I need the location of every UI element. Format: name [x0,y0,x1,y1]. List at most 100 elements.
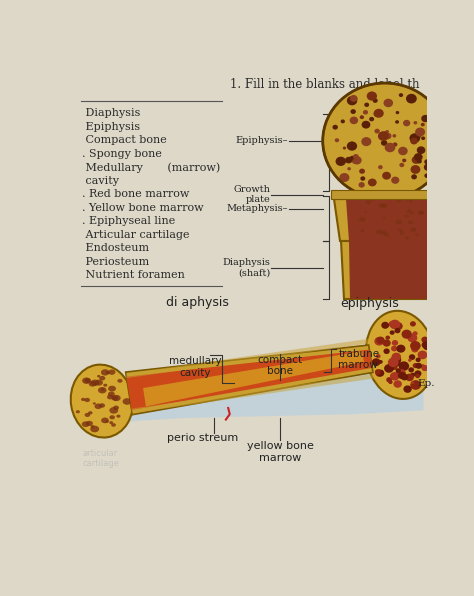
Text: perio streum: perio streum [167,433,238,443]
Ellipse shape [396,369,406,378]
Ellipse shape [376,229,383,234]
Text: Metaphysis–: Metaphysis– [227,204,288,213]
Ellipse shape [93,402,96,405]
Ellipse shape [410,227,416,232]
Ellipse shape [352,156,362,164]
Ellipse shape [424,173,429,178]
Ellipse shape [430,140,435,145]
Text: . Yellow bone marrow: . Yellow bone marrow [82,203,204,213]
Ellipse shape [94,403,102,409]
Ellipse shape [408,367,414,372]
Ellipse shape [360,176,365,181]
Ellipse shape [376,354,381,358]
Text: Compact bone: Compact bone [82,135,167,145]
Ellipse shape [384,364,394,372]
Ellipse shape [363,110,368,114]
Text: Articular cartilage: Articular cartilage [82,229,190,240]
Text: Ep.: Ep. [417,379,435,388]
Ellipse shape [103,384,107,387]
Ellipse shape [396,111,399,114]
Ellipse shape [374,337,384,346]
Ellipse shape [345,157,352,163]
Text: compact
bone: compact bone [257,355,303,377]
Ellipse shape [374,108,384,118]
Ellipse shape [408,334,417,342]
Ellipse shape [411,156,420,164]
Ellipse shape [352,159,357,164]
Ellipse shape [417,147,425,154]
Ellipse shape [418,352,424,357]
Ellipse shape [383,232,389,237]
Ellipse shape [76,410,80,413]
Ellipse shape [116,415,120,418]
Ellipse shape [424,163,432,171]
Ellipse shape [371,198,375,201]
Ellipse shape [99,376,105,380]
Ellipse shape [82,377,91,384]
Ellipse shape [123,398,131,405]
Ellipse shape [383,131,388,135]
Ellipse shape [413,363,419,368]
Ellipse shape [423,344,430,350]
Ellipse shape [403,120,410,126]
Ellipse shape [369,117,374,122]
Ellipse shape [378,203,384,207]
Ellipse shape [391,176,399,184]
Ellipse shape [375,370,383,377]
Ellipse shape [421,123,425,126]
Ellipse shape [390,330,395,335]
Ellipse shape [417,159,422,163]
Polygon shape [127,350,372,410]
Ellipse shape [396,199,401,203]
Polygon shape [79,360,423,426]
Ellipse shape [365,200,371,204]
Ellipse shape [405,237,409,240]
Ellipse shape [98,387,107,393]
Ellipse shape [390,319,400,329]
Ellipse shape [84,413,90,417]
Ellipse shape [367,91,377,101]
Polygon shape [346,198,427,241]
Ellipse shape [82,421,90,427]
Ellipse shape [395,120,399,124]
Ellipse shape [382,172,391,179]
Ellipse shape [398,147,408,155]
Ellipse shape [364,103,369,107]
Ellipse shape [408,359,411,362]
Ellipse shape [91,380,99,386]
Ellipse shape [415,363,422,369]
Ellipse shape [109,421,113,424]
Ellipse shape [359,169,365,174]
Ellipse shape [89,381,96,387]
Ellipse shape [373,98,378,103]
Ellipse shape [381,140,387,146]
Ellipse shape [421,136,425,140]
Ellipse shape [388,380,392,384]
Ellipse shape [111,423,116,427]
Text: Epiphysis–: Epiphysis– [236,136,288,145]
Ellipse shape [421,341,430,349]
Text: trabune
marrow: trabune marrow [338,349,379,370]
Text: Epiphysis: Epiphysis [82,122,141,132]
Text: Nutrient foramen: Nutrient foramen [82,270,185,280]
Ellipse shape [410,165,420,174]
Ellipse shape [400,163,404,167]
Ellipse shape [108,370,115,375]
Text: Diaphysis
(shaft): Diaphysis (shaft) [222,258,270,278]
Ellipse shape [421,212,424,214]
Polygon shape [341,241,427,299]
Ellipse shape [374,110,381,117]
Ellipse shape [106,371,109,374]
Ellipse shape [385,336,390,340]
Ellipse shape [118,379,123,383]
Ellipse shape [341,119,345,123]
Ellipse shape [105,420,109,423]
Ellipse shape [410,321,416,327]
Ellipse shape [108,386,116,392]
Ellipse shape [421,364,425,367]
Ellipse shape [396,368,401,373]
Ellipse shape [376,370,384,377]
Ellipse shape [395,219,402,225]
Text: Endosteum: Endosteum [82,243,150,253]
Ellipse shape [352,97,357,101]
